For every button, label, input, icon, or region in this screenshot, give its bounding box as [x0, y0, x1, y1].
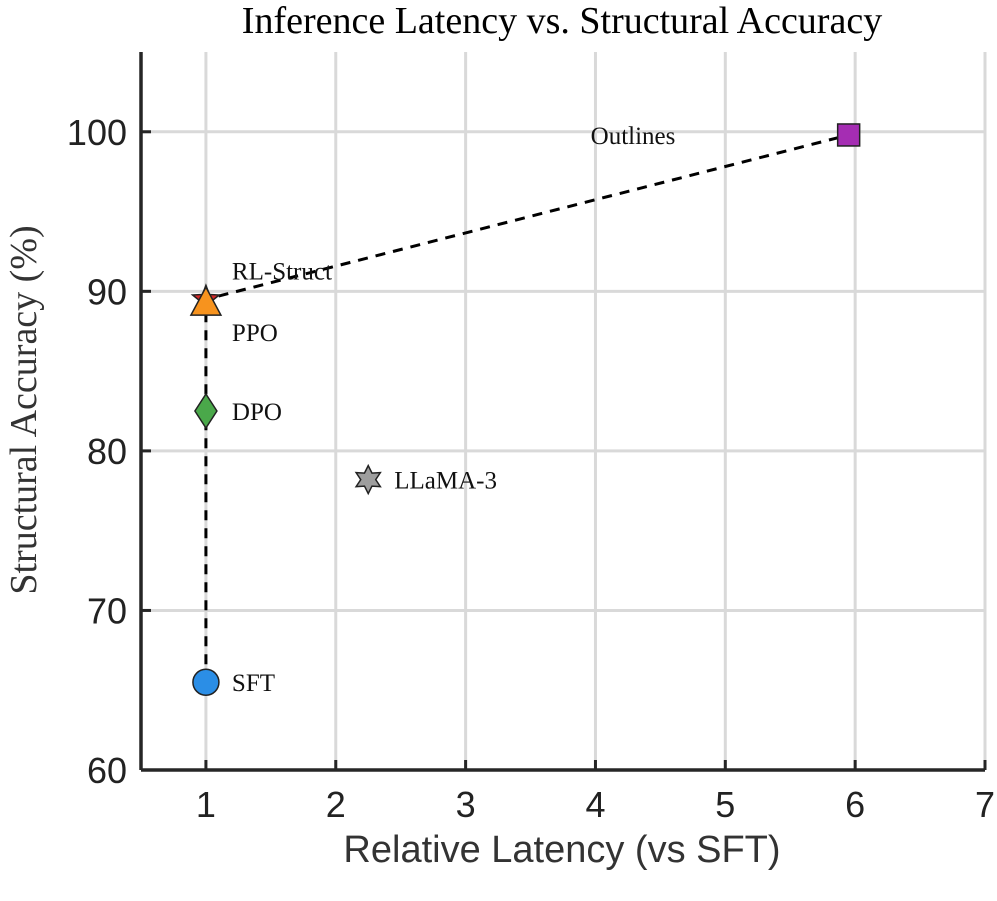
x-tick-label: 1 [196, 784, 216, 825]
label-outlines: Outlines [591, 123, 676, 150]
y-tick-label: 100 [67, 112, 127, 153]
label-sft: SFT [232, 670, 275, 697]
marker-ppo [189, 285, 223, 316]
x-tick-label: 6 [845, 784, 865, 825]
y-tick-label: 60 [87, 750, 127, 791]
chart-title: Inference Latency vs. Structural Accurac… [242, 0, 882, 42]
pareto-frontier-line [204, 133, 850, 683]
y-axis-label: Structural Accuracy (%) [3, 225, 45, 594]
y-tick-label: 90 [87, 271, 127, 312]
label-llama-3: LLaMA-3 [394, 468, 497, 495]
marker-dpo [194, 392, 218, 430]
ticks: 1 2 3 4 5 6 7 60 70 80 90 100 [67, 112, 995, 825]
marker-llama-3 [354, 463, 382, 496]
axes [139, 52, 985, 772]
label-dpo: DPO [232, 399, 282, 426]
y-tick-label: 70 [87, 590, 127, 631]
x-tick-label: 4 [585, 784, 605, 825]
label-rl-struct: RL-Struct [232, 258, 332, 285]
x-tick-label: 5 [715, 784, 735, 825]
x-tick-label: 3 [456, 784, 476, 825]
x-axis-label: Relative Latency (vs SFT) [343, 829, 780, 871]
grid [141, 52, 987, 772]
label-ppo: PPO [232, 320, 278, 347]
marker-sft [192, 668, 220, 696]
y-tick-label: 80 [87, 431, 127, 472]
x-tick-label: 2 [326, 784, 346, 825]
data-points [189, 123, 861, 696]
x-tick-label: 7 [975, 784, 995, 825]
point-labels: SFT DPO PPO RL-Struct LLaMA-3 Outlines [232, 123, 675, 697]
marker-outlines [836, 123, 861, 147]
